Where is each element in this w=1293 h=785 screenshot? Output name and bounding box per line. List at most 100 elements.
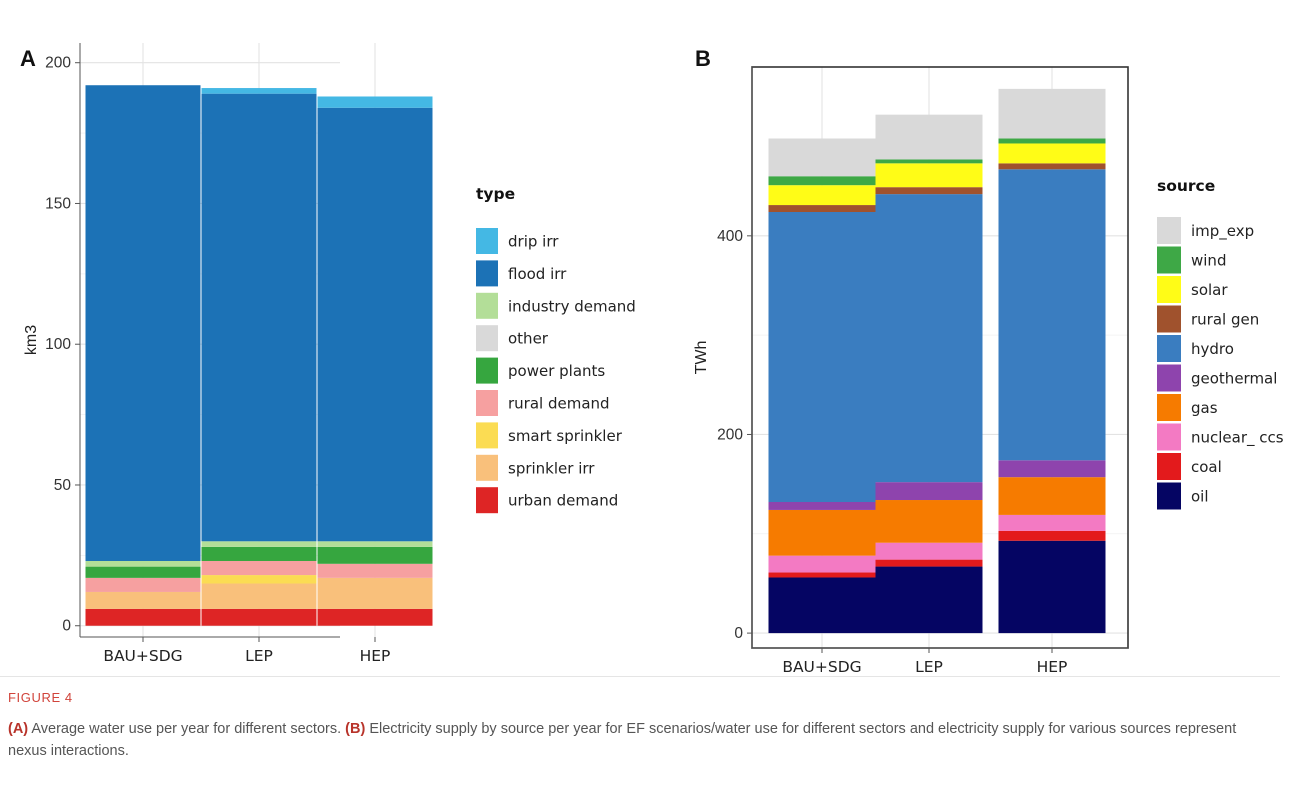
y-tick-label: 100 [45, 336, 71, 353]
bar-segment [998, 477, 1106, 515]
x-tick-label: LEP [245, 647, 273, 665]
legend-title: type [476, 185, 515, 203]
bar-segment [317, 577, 433, 609]
legend-swatch [1157, 482, 1181, 510]
legend-swatch [1157, 423, 1181, 451]
bar-segment [768, 212, 876, 503]
legend-title: source [1157, 177, 1215, 195]
caption-b-tag: (B) [345, 721, 366, 737]
bar-segment [201, 93, 317, 542]
bar-segment [768, 138, 876, 177]
bar-segment [317, 546, 433, 564]
bar-segment [201, 541, 317, 547]
x-tick-label: HEP [360, 647, 391, 665]
y-tick-label: 50 [54, 477, 72, 494]
bar-segment [875, 559, 983, 567]
bar-segment [85, 566, 201, 578]
bar-segment [998, 138, 1106, 144]
bar-segment [998, 514, 1106, 531]
legend-swatch [476, 357, 498, 384]
legend-label: hydro [1191, 340, 1234, 358]
bar-segment [201, 546, 317, 561]
y-tick-label: 0 [734, 625, 743, 642]
bar-segment [875, 163, 983, 188]
legend-label: other [508, 330, 549, 348]
legend-label: coal [1191, 458, 1222, 476]
figure-label: FIGURE 4 [8, 690, 73, 705]
panel-label: A [20, 46, 36, 71]
bar-segment [85, 560, 201, 567]
x-tick-label: BAU+SDG [782, 658, 861, 672]
bar-segment [768, 185, 876, 206]
legend-label: solar [1191, 281, 1228, 299]
bar-segment [317, 608, 433, 626]
panel-label: B [695, 46, 711, 71]
bar-segment [998, 163, 1106, 170]
bar-segment [85, 608, 201, 626]
bar-segment [317, 563, 433, 578]
legend-label: power plants [508, 362, 605, 380]
legend-label: wind [1191, 252, 1226, 270]
legend-label: drip irr [508, 233, 559, 251]
legend-label: urban demand [508, 492, 618, 510]
legend-label: gas [1191, 399, 1218, 417]
caption-a-text: Average water use per year for different… [28, 721, 346, 737]
legend-swatch [476, 422, 498, 449]
bar-segment [998, 143, 1106, 164]
figure-caption: (A) Average water use per year for diffe… [8, 718, 1248, 762]
bar-segment [201, 88, 317, 94]
legend-swatch [1157, 246, 1181, 274]
bar-segment [768, 555, 876, 573]
caption-b-text: Electricity supply by source per year fo… [8, 721, 1237, 759]
bar-segment [201, 608, 317, 626]
legend-label: rural demand [508, 395, 610, 413]
caption-divider [0, 676, 1280, 677]
y-tick-label: 200 [45, 55, 71, 72]
bar-segment [85, 591, 201, 609]
legend-label: oil [1191, 488, 1209, 506]
bar-segment [317, 107, 433, 542]
legend-swatch [476, 260, 498, 287]
legend-swatch [1157, 364, 1181, 392]
y-tick-label: 0 [62, 618, 71, 635]
legend-swatch [1157, 453, 1181, 480]
bar-segment [998, 169, 1106, 461]
bar-segment [875, 500, 983, 543]
legend-label: rural gen [1191, 311, 1259, 329]
bar-segment [998, 540, 1106, 634]
legend-swatch [476, 228, 498, 254]
bar-segment [768, 577, 876, 634]
legend-label: smart sprinkler [508, 427, 623, 445]
legend-swatch [1157, 335, 1181, 362]
bar-segment [317, 96, 433, 108]
legend-label: flood irr [508, 265, 567, 283]
legend-label: imp_exp [1191, 222, 1254, 241]
bar-segment [768, 572, 876, 578]
legend-label: industry demand [508, 297, 636, 315]
y-axis-title: km3 [23, 325, 40, 355]
legend-swatch [1157, 217, 1181, 244]
y-tick-label: 150 [45, 195, 71, 212]
bar-segment [201, 560, 317, 576]
bar-segment [201, 575, 317, 584]
legend-swatch [1157, 394, 1181, 421]
legend-swatch [476, 390, 498, 416]
bar-segment [201, 583, 317, 609]
legend-label: nuclear_ ccs [1191, 429, 1284, 448]
bar-segment [85, 577, 201, 592]
bar-segment [85, 85, 201, 561]
x-tick-label: BAU+SDG [103, 647, 182, 665]
x-tick-label: HEP [1037, 658, 1068, 672]
bar-segment [998, 530, 1106, 541]
legend-swatch [1157, 276, 1181, 303]
bar-segment [998, 460, 1106, 478]
bar-segment [768, 509, 876, 556]
legend-swatch [476, 325, 498, 352]
bar-segment [875, 159, 983, 164]
bar-segment [875, 566, 983, 634]
x-tick-label: LEP [915, 658, 943, 672]
bar-segment [875, 482, 983, 501]
